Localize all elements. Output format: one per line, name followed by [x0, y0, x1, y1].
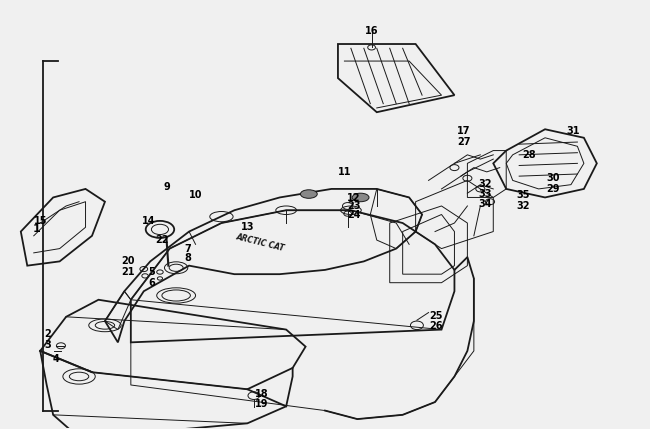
Text: 34: 34	[479, 199, 492, 209]
Text: 29: 29	[546, 184, 560, 194]
Text: 20: 20	[121, 257, 135, 266]
Text: 22: 22	[155, 235, 168, 245]
Text: 5: 5	[148, 267, 155, 277]
Text: 8: 8	[185, 254, 191, 263]
Text: 15: 15	[33, 216, 47, 226]
Text: 13: 13	[240, 222, 254, 232]
Text: 32: 32	[479, 179, 492, 189]
Text: 28: 28	[523, 150, 536, 160]
Text: 7: 7	[185, 244, 191, 254]
Text: 25: 25	[430, 311, 443, 321]
Text: 2: 2	[45, 329, 51, 339]
Text: 24: 24	[347, 209, 361, 220]
Text: 4: 4	[53, 354, 60, 364]
Text: 1: 1	[33, 224, 41, 234]
Text: 12: 12	[347, 193, 361, 203]
Text: 3: 3	[45, 340, 51, 350]
Text: 31: 31	[567, 127, 580, 136]
Ellipse shape	[300, 190, 317, 198]
Text: 23: 23	[347, 201, 361, 211]
Text: 32: 32	[516, 200, 530, 211]
Text: 9: 9	[163, 182, 170, 192]
Text: 18: 18	[255, 389, 268, 399]
Text: 6: 6	[148, 278, 155, 288]
Text: 21: 21	[121, 267, 135, 277]
Text: 35: 35	[516, 190, 530, 200]
Text: 33: 33	[479, 189, 492, 199]
Text: 16: 16	[365, 26, 378, 36]
Text: 27: 27	[457, 137, 470, 147]
Text: 26: 26	[430, 321, 443, 331]
Text: 19: 19	[255, 399, 268, 409]
Text: ARCTIC CAT: ARCTIC CAT	[235, 232, 285, 253]
Text: 11: 11	[337, 167, 351, 177]
Ellipse shape	[352, 193, 369, 202]
Text: 30: 30	[546, 173, 560, 183]
Text: 17: 17	[457, 127, 470, 136]
Text: 14: 14	[142, 216, 156, 226]
Text: 10: 10	[188, 190, 202, 200]
